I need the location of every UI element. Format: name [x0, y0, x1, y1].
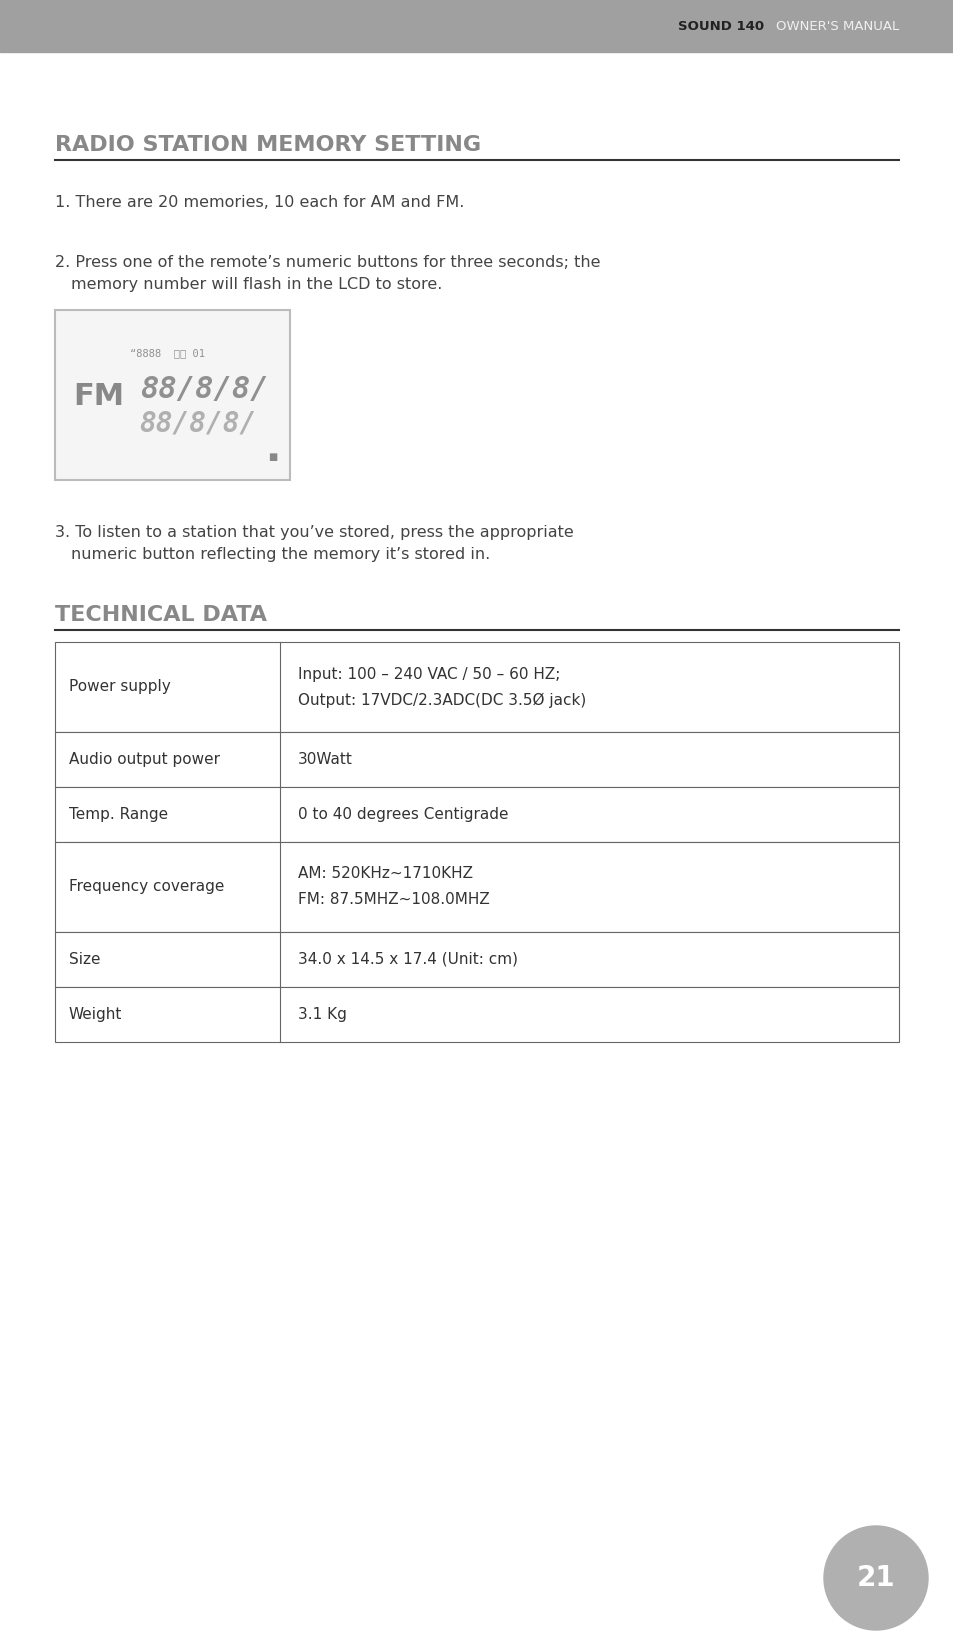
Text: 3.1 Kg: 3.1 Kg: [297, 1008, 347, 1022]
Text: numeric button reflecting the memory it’s stored in.: numeric button reflecting the memory it’…: [71, 546, 490, 563]
Text: Input: 100 – 240 VAC / 50 – 60 HZ;: Input: 100 – 240 VAC / 50 – 60 HZ;: [297, 666, 559, 682]
Text: Audio output power: Audio output power: [69, 753, 220, 767]
Text: RADIO STATION MEMORY SETTING: RADIO STATION MEMORY SETTING: [55, 136, 480, 155]
Text: TECHNICAL DATA: TECHNICAL DATA: [55, 605, 267, 625]
Text: 0 to 40 degrees Centigrade: 0 to 40 degrees Centigrade: [297, 807, 508, 821]
Text: Output: 17VDC/2.3ADC(DC 3.5Ø jack): Output: 17VDC/2.3ADC(DC 3.5Ø jack): [297, 692, 586, 708]
Text: 3. To listen to a station that you’ve stored, press the appropriate: 3. To listen to a station that you’ve st…: [55, 525, 573, 540]
Bar: [55, 309, 290, 479]
Bar: [55, 843, 898, 933]
Text: 88/8/8/: 88/8/8/: [139, 411, 256, 438]
Text: OWNER'S MANUAL: OWNER'S MANUAL: [775, 20, 898, 33]
Text: Power supply: Power supply: [69, 679, 171, 695]
Bar: [55, 787, 898, 843]
Text: Temp. Range: Temp. Range: [69, 807, 168, 821]
Text: Frequency coverage: Frequency coverage: [69, 880, 224, 895]
Text: FM: FM: [73, 381, 124, 411]
Text: 30Watt: 30Watt: [297, 753, 353, 767]
Text: 1. There are 20 memories, 10 each for AM and FM.: 1. There are 20 memories, 10 each for AM…: [55, 195, 464, 209]
Bar: [55, 731, 898, 787]
Text: SOUND 140: SOUND 140: [678, 20, 763, 33]
Bar: [55, 987, 898, 1042]
Text: 21: 21: [856, 1564, 894, 1592]
Text: FM: 87.5MHZ~108.0MHZ: FM: 87.5MHZ~108.0MHZ: [297, 893, 489, 908]
Text: AM: 520KHz~1710KHZ: AM: 520KHz~1710KHZ: [297, 867, 473, 882]
Circle shape: [823, 1526, 927, 1629]
Bar: [55, 641, 898, 731]
Text: 88/8/8/: 88/8/8/: [139, 375, 268, 404]
Text: Size: Size: [69, 952, 100, 967]
Text: Weight: Weight: [69, 1008, 122, 1022]
Text: ■: ■: [268, 452, 277, 461]
Text: 34.0 x 14.5 x 17.4 (Unit: cm): 34.0 x 14.5 x 17.4 (Unit: cm): [297, 952, 517, 967]
Text: “8888  一一 01: “8888 一一 01: [130, 348, 205, 358]
Text: memory number will flash in the LCD to store.: memory number will flash in the LCD to s…: [71, 276, 442, 291]
Bar: [0, 0, 953, 52]
Text: 2. Press one of the remote’s numeric buttons for three seconds; the: 2. Press one of the remote’s numeric but…: [55, 255, 599, 270]
Bar: [55, 933, 898, 987]
